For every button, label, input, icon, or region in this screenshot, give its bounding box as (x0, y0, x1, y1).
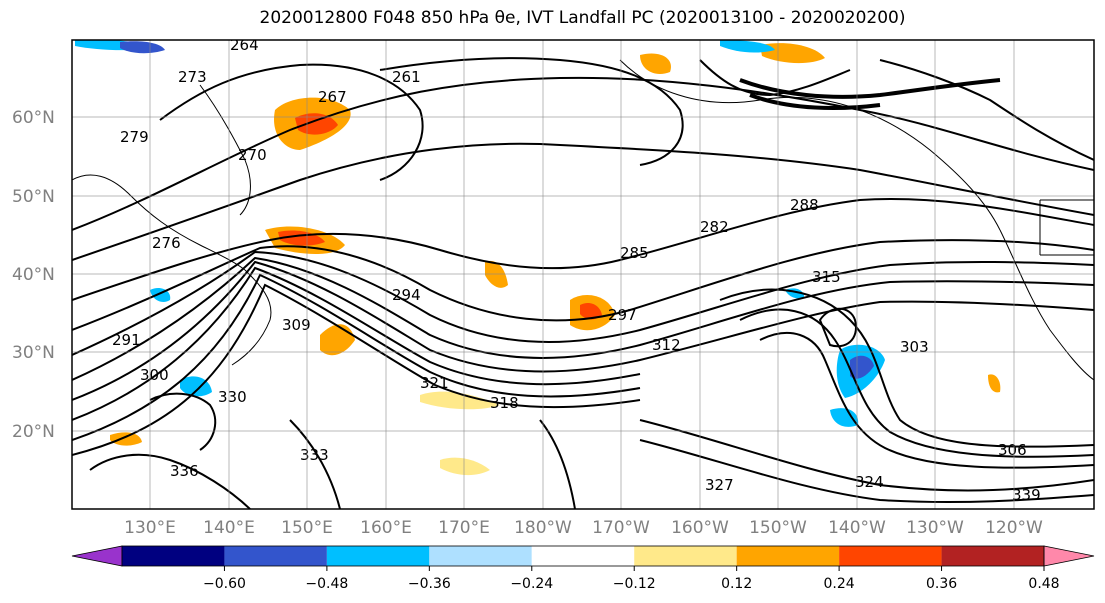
colorbar-outline (121, 545, 1045, 567)
colorbar-tick-label: 0.24 (824, 576, 855, 592)
lon-label: 170°W (592, 518, 650, 538)
colorbar-swatch (941, 546, 1044, 566)
contour-label: 336 (170, 462, 199, 480)
patch (180, 376, 212, 397)
contour-label: 261 (392, 68, 421, 86)
colorbar-swatch (429, 546, 532, 566)
lat-label: 40°N (12, 265, 55, 285)
colorbar-tick-label: −0.36 (408, 576, 451, 592)
colorbar: −0.60 −0.48 −0.36 −0.24 −0.12 0.12 0.24 0.36 0.4… (71, 545, 1095, 592)
patch (420, 391, 500, 410)
patch (580, 303, 602, 320)
patch (640, 53, 671, 75)
contour-label: 285 (620, 244, 649, 262)
coastlines (72, 59, 1094, 381)
patch (720, 40, 775, 53)
lon-label: 150°W (749, 518, 807, 538)
shaded-anomaly-patches (75, 40, 1001, 476)
contour-label: 264 (230, 36, 259, 54)
contour-label: 333 (300, 446, 329, 464)
longitude-labels: 130°E 140°E 150°E 160°E 170°E 180°W 170°… (124, 518, 1043, 538)
latitude-labels: 60°N 50°N 40°N 30°N 20°N (12, 108, 55, 442)
contour-label: 270 (238, 146, 267, 164)
patch (760, 43, 825, 64)
contour-label: 306 (998, 441, 1027, 459)
contour-label-group: 261 264 267 270 273 276 279 282 285 288 … (112, 36, 1041, 504)
patch (110, 432, 142, 446)
contour-label: 309 (282, 316, 311, 334)
contour-label: 294 (392, 286, 421, 304)
contour-label: 300 (140, 366, 169, 384)
colorbar-swatch (224, 546, 327, 566)
colorbar-tick-label: −0.48 (305, 576, 348, 592)
lat-label: 30°N (12, 343, 55, 363)
patch (988, 374, 1001, 393)
lat-label: 60°N (12, 108, 55, 128)
lon-label: 170°E (438, 518, 490, 538)
contour-label: 303 (900, 338, 929, 356)
contour-label: 312 (652, 336, 681, 354)
patch (850, 355, 874, 379)
colorbar-extend-low (71, 545, 123, 567)
colorbar-swatch (736, 546, 840, 566)
colorbar-tick-label: −0.12 (613, 576, 656, 592)
contour-label: 339 (1012, 486, 1041, 504)
lon-label: 140°E (203, 518, 255, 538)
lat-label: 20°N (12, 422, 55, 442)
colorbar-tick-label: 0.36 (926, 576, 957, 592)
lon-label: 130°E (124, 518, 176, 538)
lon-label: 130°W (906, 518, 964, 538)
contour-label: 279 (120, 128, 149, 146)
contour-label: 291 (112, 331, 141, 349)
colorbar-tick-label: −0.60 (203, 576, 246, 592)
theta-e-contours (72, 57, 1094, 509)
contour-label: 288 (790, 196, 819, 214)
lon-label: 160°E (360, 518, 412, 538)
contour-label: 273 (178, 68, 207, 86)
contour-label: 267 (318, 88, 347, 106)
patch (830, 408, 859, 427)
contour-label: 330 (218, 388, 247, 406)
contour-label: 315 (812, 268, 841, 286)
colorbar-swatch (531, 546, 635, 566)
colorbar-swatches (71, 545, 1095, 567)
colorbar-swatch (326, 546, 430, 566)
colorbar-swatch (634, 546, 737, 566)
contour-label: 324 (855, 473, 884, 491)
contour-label: 318 (490, 394, 519, 412)
colorbar-tick-label: −0.24 (510, 576, 553, 592)
colorbar-ticks: −0.60 −0.48 −0.36 −0.24 −0.12 0.12 0.24 0.36 0.4… (203, 566, 1060, 592)
lon-label: 160°W (671, 518, 729, 538)
contour-label: 297 (608, 306, 637, 324)
colorbar-tick-label: 0.12 (721, 576, 752, 592)
lon-label: 180°W (514, 518, 572, 538)
dense-contour-bundle (739, 78, 1001, 110)
lon-label: 150°E (281, 518, 333, 538)
patch (295, 113, 338, 135)
colorbar-extend-high (1043, 545, 1095, 567)
colorbar-tick-label: 0.48 (1028, 576, 1059, 592)
lat-label: 50°N (12, 187, 55, 207)
graticule (72, 40, 1094, 509)
lon-label: 120°W (985, 518, 1043, 538)
map-title: 2020012800 F048 850 hPa θe, IVT Landfall… (259, 8, 906, 28)
contour-label: 321 (420, 374, 449, 392)
colorbar-swatch (839, 546, 942, 566)
colorbar-swatch (122, 546, 225, 566)
lon-label: 140°W (828, 518, 886, 538)
patch (120, 41, 165, 54)
patch (440, 457, 490, 476)
contour-label: 327 (705, 476, 734, 494)
contour-label: 276 (152, 234, 181, 252)
contour-label: 282 (700, 218, 729, 236)
map-border (71, 39, 1095, 510)
